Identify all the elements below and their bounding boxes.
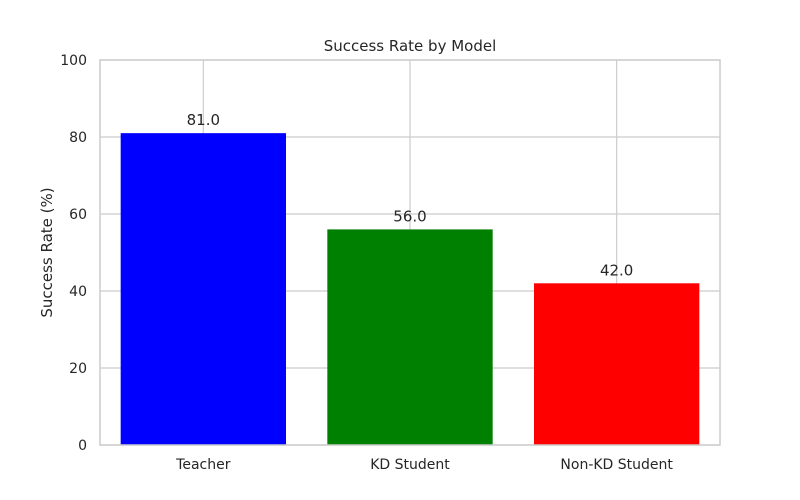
x-tick-labels: Teacher KD Student Non-KD Student [175,457,673,473]
x-tick-label: Teacher [175,457,231,473]
y-tick-label: 40 [69,284,87,300]
bar-value-label: 56.0 [393,207,426,225]
bars [120,133,700,445]
y-tick-label: 100 [60,53,87,69]
bar [327,229,493,445]
plot-frame [99,59,721,446]
data-labels: 81.0 56.0 42.0 [187,111,634,279]
y-tick-label: 20 [69,361,87,377]
bar [534,283,700,445]
bar-value-label: 42.0 [600,261,633,279]
bar [120,133,287,445]
y-tick-label: 80 [69,130,87,146]
y-tick-labels: 0 20 40 60 80 100 [60,53,87,454]
y-tick-label: 60 [69,207,87,223]
y-tick-label: 0 [78,438,87,454]
chart-title: Success Rate by Model [324,37,497,55]
y-axis-label: Success Rate (%) [38,187,56,317]
x-tick-label: KD Student [370,457,450,473]
x-tick-label: Non-KD Student [560,457,673,473]
bar-value-label: 81.0 [187,111,220,129]
